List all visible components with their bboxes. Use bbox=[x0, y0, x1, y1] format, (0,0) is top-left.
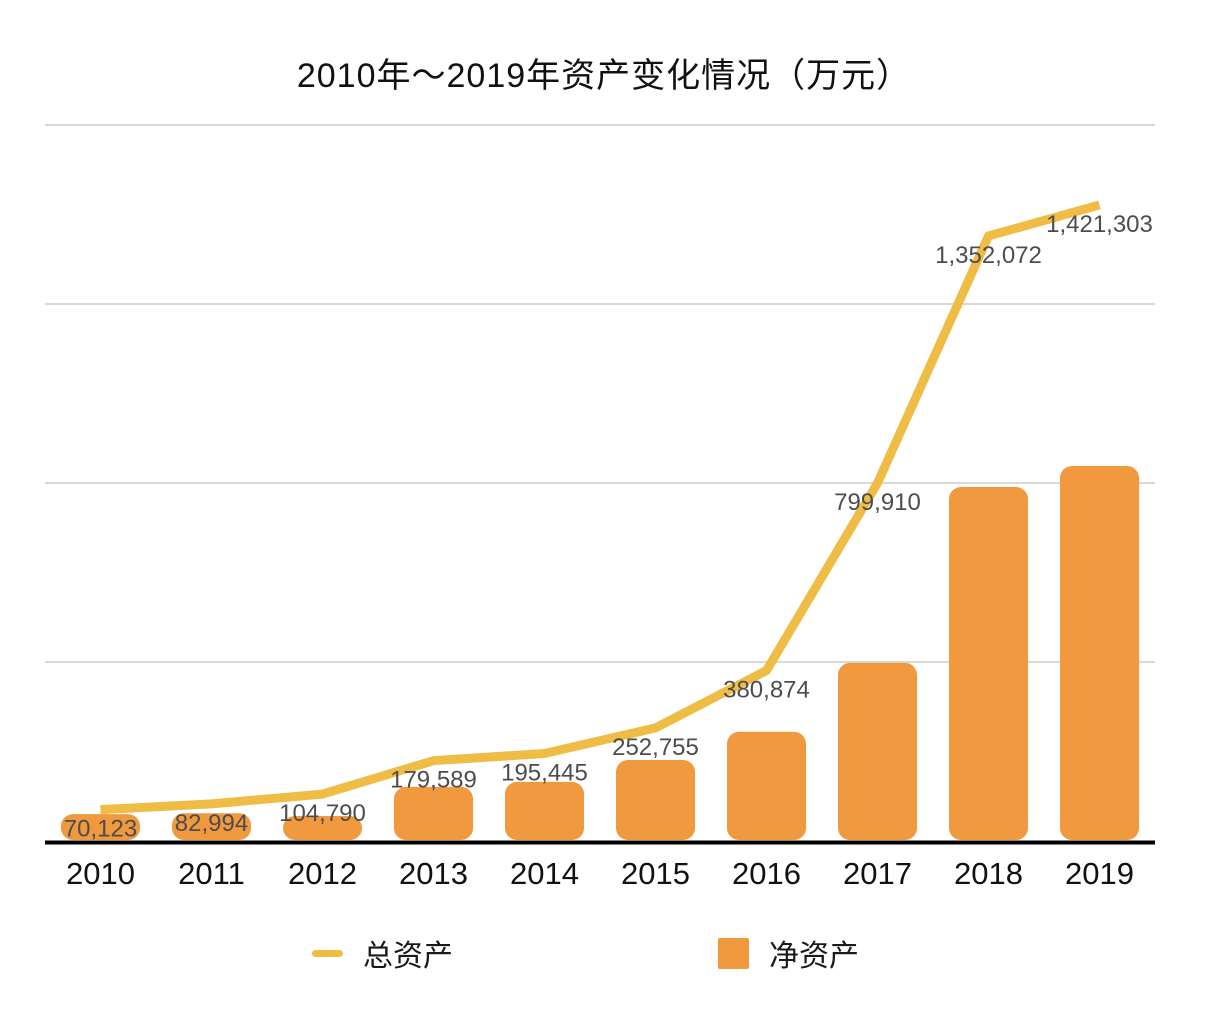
data-label-2015: 252,755 bbox=[612, 734, 699, 761]
total-assets-line bbox=[100, 200, 1101, 815]
bar-2017 bbox=[838, 662, 917, 840]
line-series-swatch-icon bbox=[312, 949, 343, 957]
data-label-2010: 70,123 bbox=[64, 816, 137, 843]
legend-label-total-assets: 总资产 bbox=[363, 940, 453, 973]
data-label-2018: 1,352,072 bbox=[935, 242, 1042, 269]
legend-item-net-assets[interactable]: 净资产 bbox=[718, 936, 859, 973]
bar-2010 bbox=[61, 814, 140, 840]
bar-2013 bbox=[394, 786, 473, 840]
x-tick-2013: 2013 bbox=[399, 856, 468, 891]
data-label-2013: 179,589 bbox=[390, 767, 477, 794]
x-tick-2016: 2016 bbox=[732, 856, 801, 891]
x-tick-2015: 2015 bbox=[621, 856, 690, 891]
bar-2019 bbox=[1060, 465, 1139, 840]
bar-2018 bbox=[949, 487, 1028, 840]
bar-2011 bbox=[172, 813, 251, 840]
x-tick-2017: 2017 bbox=[843, 856, 912, 891]
bar-2015 bbox=[616, 760, 695, 840]
data-label-2016: 380,874 bbox=[723, 677, 810, 704]
bar-2014 bbox=[505, 781, 584, 840]
x-tick-2012: 2012 bbox=[288, 856, 357, 891]
x-tick-2018: 2018 bbox=[954, 856, 1023, 891]
data-label-2011: 82,994 bbox=[175, 810, 248, 837]
bar-series-swatch-icon bbox=[718, 937, 749, 969]
data-label-2019: 1,421,303 bbox=[1046, 211, 1153, 238]
chart-title: 2010年～2019年资产变化情况（万元） bbox=[296, 57, 912, 95]
x-tick-2019: 2019 bbox=[1065, 856, 1134, 891]
x-tick-2010: 2010 bbox=[66, 856, 135, 891]
data-label-2012: 104,790 bbox=[279, 800, 366, 827]
bar-2012 bbox=[283, 815, 362, 840]
bar-2016 bbox=[727, 731, 806, 840]
data-label-2017: 799,910 bbox=[834, 489, 921, 516]
x-tick-2011: 2011 bbox=[178, 856, 245, 891]
legend-label-net-assets: 净资产 bbox=[769, 940, 859, 973]
x-tick-2014: 2014 bbox=[510, 856, 579, 891]
data-label-2014: 195,445 bbox=[501, 760, 588, 787]
legend-item-total-assets[interactable]: 总资产 bbox=[312, 936, 453, 973]
